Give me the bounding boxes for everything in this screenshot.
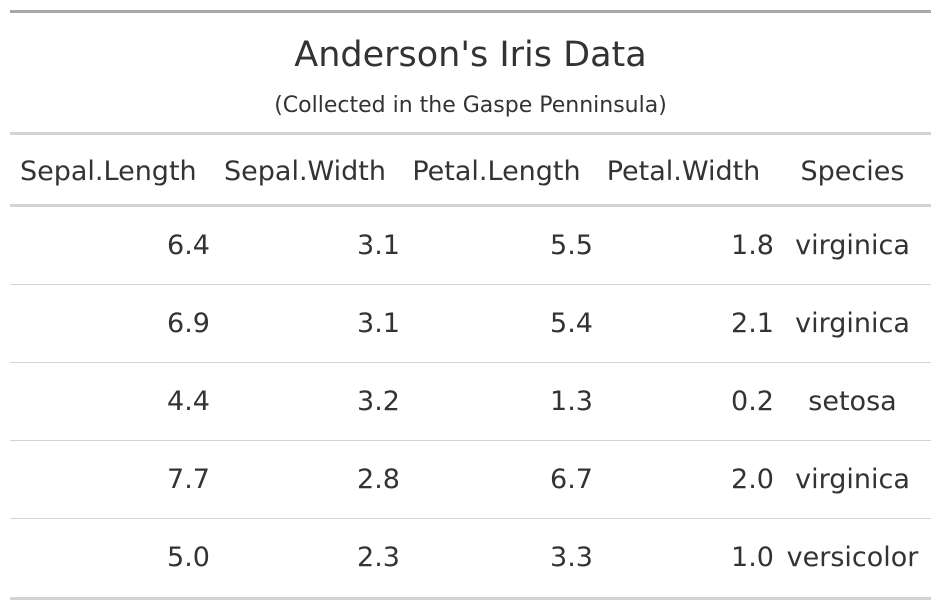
cell-petal-width: 0.2 [731, 385, 774, 417]
cell-sepal-width: 2.3 [357, 542, 400, 573]
cell-sepal-length: 7.7 [167, 463, 210, 495]
cell-petal-length: 3.3 [550, 542, 593, 573]
cell-species: virginica [795, 307, 910, 339]
cell-petal-length: 5.4 [550, 307, 593, 339]
cell-petal-length: 6.7 [550, 463, 593, 495]
cell-sepal-length: 4.4 [167, 385, 210, 417]
cell-petal-length: 5.5 [550, 229, 593, 261]
table-title: Anderson's Iris Data [294, 35, 647, 75]
table-row: 7.7 2.8 6.7 2.0 virginica [10, 441, 931, 519]
cell-sepal-width: 3.2 [357, 385, 400, 417]
data-table: Anderson's Iris Data (Collected in the G… [10, 10, 931, 600]
header-divider [10, 204, 931, 207]
table-row: 6.4 3.1 5.5 1.8 virginica [10, 207, 931, 285]
table-row: 5.0 2.3 3.3 1.0 versicolor [10, 519, 931, 597]
table-top-border [10, 10, 931, 13]
cell-petal-width: 2.1 [731, 307, 774, 339]
cell-petal-width: 1.8 [731, 229, 774, 261]
cell-species: virginica [795, 463, 910, 495]
cell-petal-length: 1.3 [550, 385, 593, 417]
column-header-sepal-width: Sepal.Width [224, 155, 386, 187]
column-header-species: Species [800, 155, 905, 187]
cell-sepal-length: 6.9 [167, 307, 210, 339]
table-row: 4.4 3.2 1.3 0.2 setosa [10, 363, 931, 441]
table-bottom-border [10, 597, 931, 600]
heading-divider [10, 132, 931, 135]
table-row: 6.9 3.1 5.4 2.1 virginica [10, 285, 931, 363]
column-header-row: Sepal.Length Sepal.Width Petal.Length Pe… [10, 135, 931, 204]
cell-species: setosa [808, 385, 897, 417]
cell-species: virginica [795, 229, 910, 261]
table-heading: Anderson's Iris Data (Collected in the G… [10, 13, 931, 132]
column-header-petal-width: Petal.Width [606, 155, 761, 187]
cell-sepal-width: 3.1 [357, 307, 400, 339]
column-header-petal-length: Petal.Length [412, 155, 581, 187]
cell-sepal-width: 3.1 [357, 229, 400, 261]
table-subtitle: (Collected in the Gaspe Penninsula) [274, 93, 667, 118]
cell-sepal-length: 6.4 [167, 229, 210, 261]
cell-sepal-length: 5.0 [167, 542, 210, 573]
cell-species: versicolor [786, 542, 919, 573]
cell-sepal-width: 2.8 [357, 463, 400, 495]
cell-petal-width: 2.0 [731, 463, 774, 495]
column-header-sepal-length: Sepal.Length [20, 155, 197, 187]
cell-petal-width: 1.0 [731, 542, 774, 573]
